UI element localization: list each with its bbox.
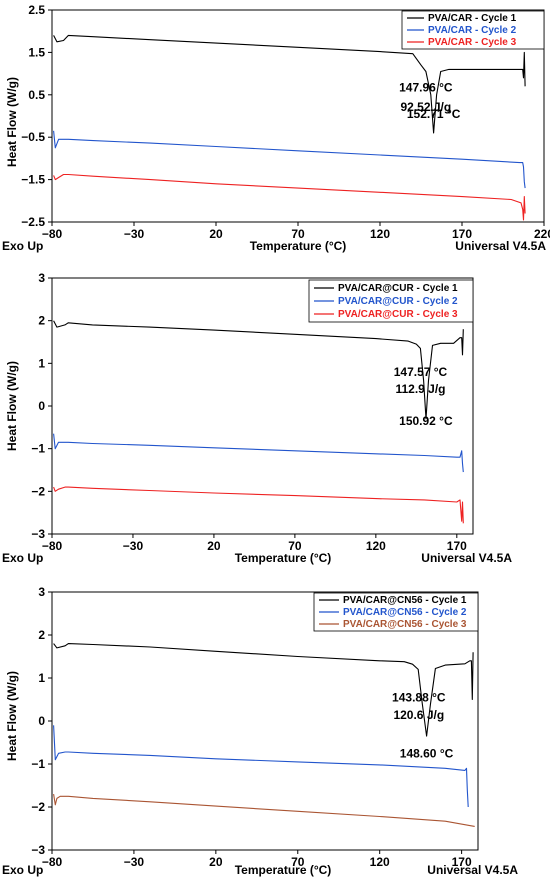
annotation-label: 147.96 °C	[399, 80, 453, 94]
series-line-cycle-1	[53, 643, 474, 737]
x-tick-label: 70	[291, 855, 305, 869]
y-tick-label: 3	[38, 272, 45, 285]
legend-label-cycle-3: PVA/CAR@CN56 - Cycle 3	[343, 619, 467, 630]
y-tick-label: 0.5	[28, 88, 45, 102]
x-axis-label: Temperature (°C)	[235, 551, 332, 565]
annotation-label: 120.6 J/g	[393, 708, 444, 722]
annotation-label: 150.92 °C	[399, 414, 453, 428]
instrument-label: Universal V4.5A	[455, 239, 546, 253]
annotation-label: 112.9 J/g	[395, 382, 445, 396]
legend-box	[313, 592, 479, 632]
annotation-label: 143.88 °C	[392, 691, 446, 705]
y-axis-label: Heat Flow (W/g)	[5, 361, 19, 451]
x-tick-label: −30	[124, 227, 145, 241]
y-tick-label: −1	[31, 442, 45, 456]
y-axis-label: Heat Flow (W/g)	[5, 77, 19, 167]
x-axis-label: Temperature (°C)	[250, 239, 347, 253]
x-axis-label: Temperature (°C)	[235, 863, 332, 877]
x-tick-label: 170	[447, 539, 467, 553]
legend-label-cycle-2: PVA/CAR - Cycle 2	[428, 25, 517, 36]
legend: PVA/CAR - Cycle 1 PVA/CAR - Cycle 2 PVA/…	[401, 10, 545, 50]
series-line-cycle-3	[53, 794, 475, 827]
y-tick-label: −2.5	[21, 215, 45, 229]
legend-label-cycle-1: PVA/CAR@CUR - Cycle 1	[338, 283, 458, 294]
x-tick-label: 120	[366, 539, 386, 553]
y-tick-label: 0	[38, 399, 45, 413]
series-line-cycle-3	[53, 486, 464, 524]
y-axis-ticks: 3 2 1 0 −1 −2 −3	[31, 585, 52, 857]
exo-up-label: Exo Up	[2, 863, 43, 877]
y-axis-ticks: 2.5 1.5 0.5 −0.5 −1.5 −2.5	[21, 3, 52, 229]
exo-up-label: Exo Up	[2, 551, 43, 565]
series-line-cycle-2	[53, 433, 464, 473]
x-axis-ticks: −80 −30 20 70 120 170	[42, 534, 467, 553]
y-tick-label: 3	[38, 585, 45, 599]
annotation-layer: 147.57 °C 112.9 J/g 150.92 °C	[394, 365, 453, 428]
series-layer	[53, 34, 526, 221]
y-tick-label: 1	[38, 671, 45, 685]
legend: PVA/CAR@CN56 - Cycle 1 PVA/CAR@CN56 - Cy…	[313, 592, 479, 632]
y-axis-label: Heat Flow (W/g)	[5, 671, 19, 761]
x-tick-label: 70	[291, 227, 305, 241]
x-tick-label: −30	[124, 855, 145, 869]
series-line-cycle-1	[53, 320, 464, 420]
x-tick-label: −80	[42, 227, 63, 241]
legend-box	[401, 10, 545, 50]
series-layer	[53, 320, 464, 524]
exo-up-label: Exo Up	[2, 239, 43, 253]
series-line-cycle-1	[53, 34, 526, 134]
legend-label-cycle-1: PVA/CAR - Cycle 1	[428, 13, 517, 24]
series-line-cycle-3	[53, 173, 526, 221]
y-tick-label: −0.5	[21, 130, 45, 144]
annotation-label: 92.52 J/g	[401, 100, 452, 114]
x-tick-label: 70	[288, 539, 302, 553]
x-tick-label: 120	[370, 855, 390, 869]
y-tick-label: 2	[38, 628, 45, 642]
annotation-label: 148.60 °C	[400, 747, 454, 761]
y-tick-label: −3	[31, 527, 45, 541]
series-line-cycle-2	[53, 725, 469, 808]
x-tick-label: −30	[123, 539, 144, 553]
x-tick-label: 220	[534, 227, 550, 241]
y-tick-label: −2	[31, 484, 45, 498]
series-line-cycle-2	[53, 130, 526, 189]
dsc-chart-pva-car-cur: Heat Flow (W/g) 3 2 1 0 −1 −2 −3 −80 −30 20 70 120…	[2, 272, 512, 565]
x-tick-label: 120	[370, 227, 390, 241]
series-layer	[53, 643, 475, 827]
dsc-chart-pva-car-cn56: Heat Flow (W/g) 3 2 1 0 −1 −2 −3 −80 −30 20 70 120…	[2, 585, 518, 877]
y-tick-label: −1	[31, 757, 45, 771]
legend-label-cycle-3: PVA/CAR@CUR - Cycle 3	[338, 309, 458, 320]
y-tick-label: 1.5	[28, 45, 45, 59]
y-tick-label: 1	[38, 356, 45, 370]
x-tick-label: 20	[209, 855, 223, 869]
x-tick-label: −80	[42, 539, 63, 553]
y-tick-label: 2.5	[28, 3, 45, 17]
x-axis-ticks: −80 −30 20 70 120 170 220	[42, 222, 550, 241]
annotation-layer: 143.88 °C 120.6 J/g 148.60 °C	[392, 691, 454, 761]
y-axis-ticks: 3 2 1 0 −1 −2 −3	[31, 272, 52, 541]
instrument-label: Universal V4.5A	[421, 551, 512, 565]
y-tick-label: 2	[38, 314, 45, 328]
legend-label-cycle-2: PVA/CAR@CUR - Cycle 2	[338, 296, 458, 307]
legend: PVA/CAR@CUR - Cycle 1 PVA/CAR@CUR - Cycl…	[308, 279, 474, 323]
legend-label-cycle-3: PVA/CAR - Cycle 3	[428, 37, 517, 48]
legend-label-cycle-2: PVA/CAR@CN56 - Cycle 2	[343, 607, 467, 618]
x-tick-label: 20	[209, 227, 223, 241]
x-tick-label: −80	[42, 855, 63, 869]
y-tick-label: −3	[31, 843, 45, 857]
x-tick-label: 170	[452, 227, 472, 241]
x-tick-label: 170	[452, 855, 472, 869]
legend-label-cycle-1: PVA/CAR@CN56 - Cycle 1	[343, 595, 467, 606]
x-axis-ticks: −80 −30 20 70 120 170	[42, 850, 472, 869]
instrument-label: Universal V4.5A	[427, 863, 518, 877]
legend-box	[308, 279, 474, 323]
y-tick-label: −1.5	[21, 173, 45, 187]
y-tick-label: −2	[31, 800, 45, 814]
x-tick-label: 20	[207, 539, 221, 553]
y-tick-label: 0	[38, 714, 45, 728]
annotation-label: 152.71 °C	[407, 107, 461, 121]
annotation-label: 147.57 °C	[394, 365, 448, 379]
dsc-chart-pva-car: Heat Flow (W/g) 2.5 1.5 0.5 −0.5 −1.5 −2.5 −8…	[2, 3, 550, 253]
